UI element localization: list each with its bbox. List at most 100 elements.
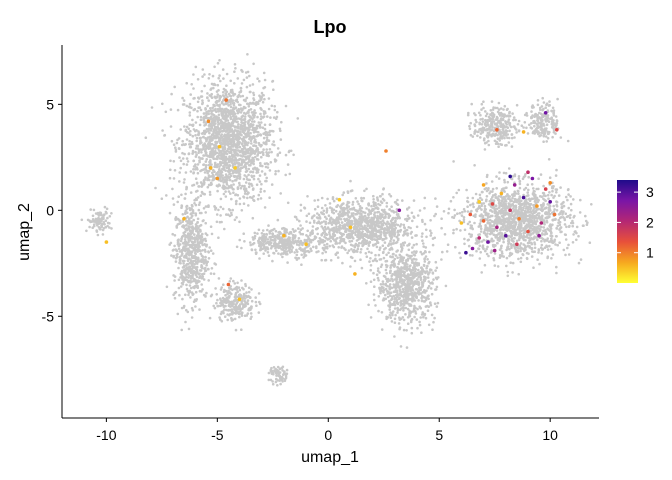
cell-point <box>394 200 398 204</box>
cell-point <box>224 195 228 198</box>
cell-point <box>224 173 228 176</box>
cell-point <box>429 301 432 304</box>
cell-point <box>183 125 186 128</box>
cell-point <box>233 218 237 222</box>
cell-point <box>372 271 375 275</box>
cell-point <box>323 259 327 262</box>
cell-point <box>220 124 223 127</box>
cell-point <box>299 209 303 212</box>
cell-point <box>214 100 218 104</box>
cell-point <box>400 299 403 303</box>
cell-point <box>397 233 401 237</box>
cell-point <box>237 138 241 141</box>
cell-point <box>186 262 190 266</box>
cell-point <box>266 228 269 232</box>
cell-point <box>182 245 186 248</box>
cell-point <box>366 233 369 237</box>
cell-point <box>557 218 560 222</box>
cell-point <box>214 206 218 210</box>
cell-point <box>425 289 428 293</box>
cell-point <box>236 109 240 113</box>
cell-point <box>194 290 198 294</box>
cell-point <box>415 234 418 237</box>
cell-point <box>350 212 354 215</box>
cell-point <box>378 246 382 249</box>
cell-point <box>331 229 334 232</box>
cell-point <box>201 75 204 78</box>
cell-point <box>210 92 213 96</box>
cell-point <box>233 82 236 85</box>
cell-point <box>174 248 178 251</box>
cell-point <box>267 107 271 111</box>
cell-point <box>206 104 209 108</box>
cell-point <box>209 150 212 154</box>
cell-point <box>259 164 263 167</box>
cell-point <box>183 197 187 200</box>
cell-point <box>194 168 197 171</box>
cell-point <box>230 159 233 163</box>
cell-point <box>351 250 355 253</box>
cell-point <box>413 264 416 267</box>
cell-point <box>176 217 180 221</box>
cell-point <box>359 248 363 251</box>
cell-point <box>196 286 200 290</box>
cell-point <box>424 316 428 320</box>
cell-point <box>222 117 226 121</box>
cell-point <box>232 115 235 118</box>
cell-point <box>359 235 363 238</box>
cell-point <box>249 90 252 94</box>
cell-point <box>295 218 299 221</box>
cell-point <box>223 315 227 319</box>
cell-point <box>181 157 185 160</box>
cell-point <box>240 279 243 282</box>
cell-point <box>233 162 237 166</box>
cell-point <box>230 197 233 201</box>
cell-point <box>238 306 241 309</box>
cell-point <box>231 308 234 311</box>
cell-point <box>234 106 238 109</box>
cell-point <box>396 306 399 310</box>
cell-point <box>219 205 222 209</box>
cell-point <box>195 298 198 301</box>
cell-point <box>258 257 261 260</box>
cell-point <box>179 128 182 131</box>
cell-point <box>235 117 238 120</box>
cell-point <box>355 239 359 242</box>
cell-point <box>205 291 208 295</box>
cell-point <box>367 203 371 206</box>
cell-point <box>372 198 375 201</box>
cell-point <box>408 297 412 301</box>
cell-point <box>170 139 174 143</box>
cell-point <box>202 147 205 151</box>
cell-point <box>379 200 383 203</box>
cell-point <box>231 112 234 116</box>
cell-point <box>238 238 241 242</box>
cell-point <box>272 116 276 119</box>
cell-point <box>208 141 211 145</box>
cell-point <box>376 224 380 228</box>
cell-point <box>386 226 390 230</box>
cell-point <box>424 228 428 232</box>
cell-point <box>228 208 232 212</box>
cell-point <box>253 150 257 153</box>
cell-point <box>202 260 205 264</box>
cell-point <box>316 198 320 202</box>
cell-point <box>174 290 178 294</box>
cell-point <box>216 185 220 188</box>
cell-point <box>209 107 212 110</box>
cell-point <box>432 320 435 324</box>
cell-point <box>224 190 227 193</box>
cell-point <box>177 247 181 251</box>
cell-point <box>419 276 423 280</box>
cell-point <box>210 124 214 128</box>
cell-point <box>233 175 237 178</box>
cell-point <box>182 181 186 184</box>
cell-point <box>215 133 218 136</box>
cell-point <box>178 261 181 265</box>
cell-point <box>228 178 232 182</box>
cell-point <box>385 271 388 275</box>
cell-point <box>395 210 398 214</box>
cell-point <box>303 238 307 242</box>
cell-point <box>180 206 183 209</box>
cell-point <box>288 238 291 242</box>
